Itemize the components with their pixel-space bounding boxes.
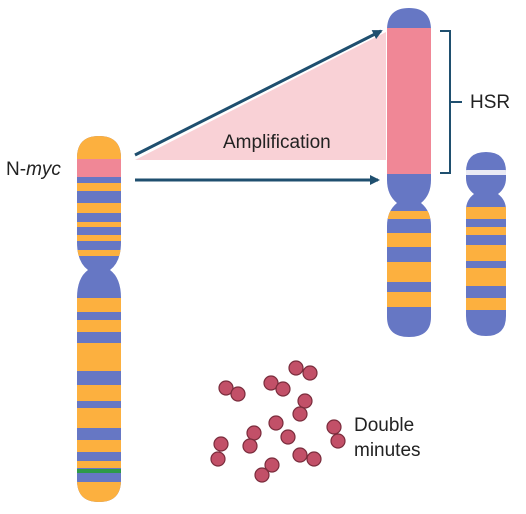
double-minutes	[210, 360, 346, 483]
q-arm-band	[77, 461, 121, 468]
q-arm-band	[77, 298, 121, 312]
nmyc-gene-band	[77, 159, 121, 177]
q-arm-band	[387, 262, 431, 282]
q-arm-band	[466, 227, 506, 235]
double-minute-pair	[242, 425, 262, 454]
double-minute-pair	[254, 457, 280, 483]
second-chromosome	[466, 152, 506, 336]
q-arm-band	[77, 343, 121, 371]
green-marker-band	[77, 469, 121, 473]
double-minutes-label: Double minutes	[354, 413, 421, 463]
q-arm-band	[466, 245, 506, 261]
double-minute-pair	[263, 375, 291, 397]
arrow-upper	[134, 29, 383, 157]
q-arm-band	[387, 292, 431, 307]
q-arm-band	[466, 268, 506, 286]
double-minute-pair	[210, 436, 229, 467]
q-arm-band	[77, 482, 121, 502]
hsr-label: HSR	[470, 92, 511, 113]
q-arm-band	[387, 233, 431, 247]
hsr-region	[387, 28, 431, 174]
q-arm-band	[77, 385, 121, 401]
double-minute-pair	[218, 380, 246, 402]
double-minute-pair	[292, 447, 322, 467]
nmyc-label-italic: myc	[26, 159, 61, 180]
q-arm-band	[77, 408, 121, 428]
p-arm-band	[77, 235, 121, 241]
double-minute-pair	[288, 360, 318, 381]
p-arm-band	[77, 203, 121, 213]
p-arm-tip-band	[77, 136, 121, 159]
hsr-bracket	[440, 30, 462, 174]
amplification-label: Amplification	[223, 132, 331, 153]
hsr-chromosome	[387, 8, 431, 337]
double-minutes-label-line2: minutes	[354, 440, 421, 461]
double-minute-pair	[292, 393, 313, 422]
q-arm-band	[466, 298, 506, 310]
p-arm-band	[77, 250, 121, 256]
nmyc-label: N-myc	[6, 159, 61, 181]
nmyc-label-prefix: N-	[6, 159, 27, 180]
double-minute-pair	[326, 419, 346, 449]
light-marker-band	[466, 170, 506, 175]
q-arm-band	[77, 320, 121, 332]
p-arm-band	[77, 183, 121, 191]
amplification-wedge	[135, 32, 386, 160]
q-arm-band	[466, 207, 506, 219]
q-arm-band	[77, 440, 121, 452]
double-minutes-label-line1: Double	[354, 415, 415, 436]
normal-chromosome	[77, 136, 121, 502]
p-arm-band	[77, 222, 121, 227]
double-minute-pair	[268, 415, 296, 445]
q-arm-band	[387, 211, 431, 219]
